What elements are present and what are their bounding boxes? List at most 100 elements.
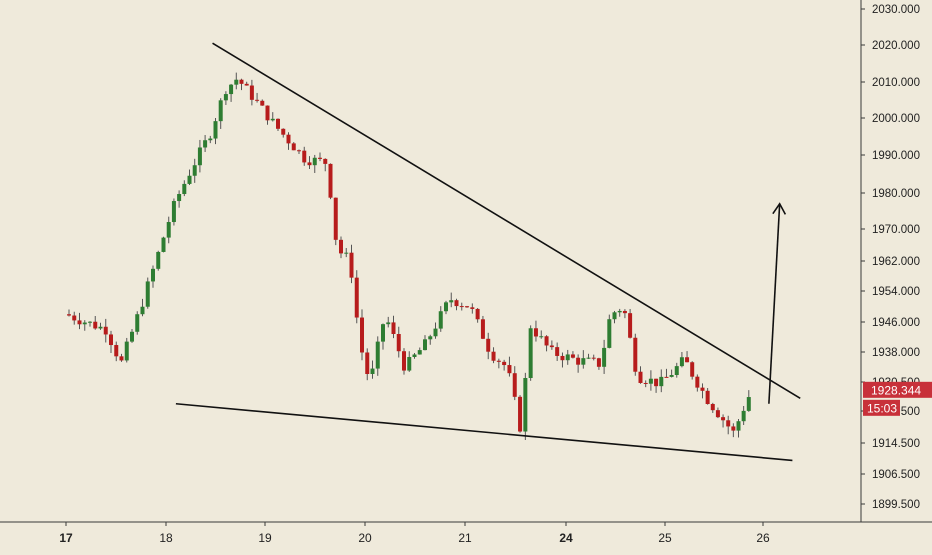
- candle-body: [586, 357, 591, 359]
- candle-body: [239, 79, 244, 84]
- candle-body: [612, 312, 617, 320]
- candle-body: [491, 351, 496, 361]
- candle: [607, 314, 612, 349]
- price-tick-label: 1914.500: [872, 438, 920, 450]
- candle: [291, 142, 296, 151]
- time-tick-label: 26: [756, 531, 770, 545]
- candle-body: [533, 328, 538, 337]
- candle: [560, 352, 565, 368]
- candle-body: [544, 336, 549, 346]
- candle: [438, 306, 443, 332]
- candle: [208, 135, 213, 144]
- candle-body: [648, 378, 653, 384]
- candle: [103, 318, 108, 343]
- candle: [265, 105, 270, 125]
- candle-body: [255, 99, 260, 101]
- candle-body: [197, 147, 202, 166]
- time-axis[interactable]: 17 18 19 20 21 24 25 26: [0, 521, 932, 545]
- candle: [229, 83, 234, 102]
- candle-body: [260, 100, 265, 106]
- candle-body: [549, 345, 554, 348]
- candle-body: [135, 314, 140, 332]
- breakout-arrow[interactable]: [768, 203, 781, 404]
- candle-body: [659, 376, 664, 387]
- candle: [381, 323, 385, 350]
- candle-body: [591, 357, 596, 359]
- candle-body: [470, 307, 475, 309]
- candle-body: [570, 354, 575, 358]
- candle: [203, 135, 208, 153]
- candle-body: [480, 319, 485, 339]
- candle: [182, 180, 187, 197]
- candle: [612, 310, 617, 324]
- candle-body: [161, 237, 166, 252]
- price-tick-label: 2010.000: [872, 77, 920, 89]
- candle: [260, 99, 265, 106]
- time-tick-label: 19: [258, 531, 272, 545]
- candle-body: [741, 410, 746, 422]
- candle-body: [465, 306, 470, 308]
- candle-countdown-badge: [863, 399, 900, 416]
- candle-body: [643, 382, 648, 384]
- time-tick-label: 17: [59, 531, 73, 545]
- candle: [276, 118, 280, 132]
- candle: [565, 349, 570, 365]
- candle-body: [381, 324, 385, 342]
- candle: [328, 163, 333, 200]
- candle: [523, 372, 528, 440]
- candle: [412, 353, 417, 359]
- candle: [528, 325, 533, 381]
- lower-trendline[interactable]: [175, 402, 793, 462]
- candle: [354, 270, 359, 324]
- candle: [213, 117, 218, 145]
- candle: [475, 308, 480, 323]
- candle-body: [715, 410, 720, 418]
- candle-body: [109, 334, 113, 346]
- candle-body: [581, 358, 586, 365]
- candle: [223, 91, 228, 105]
- candle-body: [67, 314, 71, 316]
- candle: [736, 419, 741, 438]
- candle-body: [130, 331, 134, 342]
- candle-body: [602, 347, 607, 367]
- candle: [470, 303, 475, 314]
- candle: [617, 308, 622, 317]
- candle: [375, 336, 380, 376]
- candle-body: [82, 322, 87, 325]
- candle: [370, 360, 375, 379]
- candles-layer: [67, 72, 751, 440]
- candle: [512, 366, 517, 401]
- candle-body: [685, 357, 690, 363]
- candle-body: [407, 357, 412, 371]
- upper-trendline[interactable]: [212, 42, 801, 399]
- candle-body: [124, 341, 129, 361]
- candle-body: [633, 337, 638, 372]
- candle-body: [77, 320, 82, 325]
- candle-body: [156, 251, 161, 269]
- candle: [685, 351, 690, 363]
- price-tick-label: 1990.000: [872, 150, 920, 162]
- candle-body: [114, 345, 119, 357]
- candle-body: [213, 121, 218, 139]
- candle: [218, 98, 223, 129]
- candle-body: [449, 300, 454, 303]
- candle: [187, 169, 192, 186]
- candle-body: [710, 404, 715, 411]
- candle: [166, 216, 171, 244]
- candle: [679, 352, 684, 368]
- price-tick-label: 1980.000: [872, 188, 920, 200]
- candle-body: [438, 311, 443, 329]
- candle: [633, 333, 638, 376]
- candle: [255, 92, 260, 103]
- candle-body: [223, 94, 228, 101]
- candle: [486, 332, 491, 360]
- price-tick-label: 1899.500: [872, 499, 920, 511]
- price-tick-label: 2030.000: [872, 4, 920, 16]
- candle-body: [638, 371, 643, 383]
- candle: [502, 359, 507, 371]
- candle-body: [669, 375, 674, 377]
- candle: [581, 350, 586, 369]
- candle-body: [512, 373, 517, 397]
- candle-body: [208, 138, 213, 141]
- candle: [177, 190, 182, 208]
